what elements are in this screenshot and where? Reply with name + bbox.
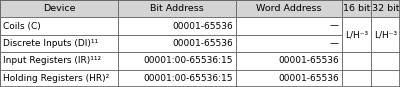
Bar — [371, 17, 400, 52]
Text: —: — — [330, 39, 339, 48]
Bar — [236, 17, 342, 35]
Bar — [371, 70, 400, 87]
Bar — [236, 70, 342, 87]
Text: —: — — [330, 22, 339, 31]
Text: Discrete Inputs (DI)¹¹: Discrete Inputs (DI)¹¹ — [3, 39, 98, 48]
Bar — [0, 17, 118, 35]
Bar — [0, 70, 118, 87]
Text: 32 bit: 32 bit — [372, 4, 399, 13]
Text: 00001:00-65536:15: 00001:00-65536:15 — [143, 74, 233, 83]
Text: Word Address: Word Address — [256, 4, 322, 13]
Bar — [342, 0, 371, 17]
Bar — [0, 0, 118, 17]
Bar — [371, 52, 400, 70]
Text: 00001-65536: 00001-65536 — [278, 74, 339, 83]
Bar — [0, 52, 118, 70]
Text: Bit Address: Bit Address — [150, 4, 204, 13]
Bar — [236, 52, 342, 70]
Bar — [342, 52, 371, 70]
Text: 00001-65536: 00001-65536 — [278, 56, 339, 65]
Text: L/H⁻³: L/H⁻³ — [345, 30, 368, 39]
Bar — [118, 70, 236, 87]
Bar — [118, 52, 236, 70]
Bar — [0, 35, 118, 52]
Text: 00001-65536: 00001-65536 — [172, 22, 233, 31]
Text: Holding Registers (HR)²: Holding Registers (HR)² — [3, 74, 110, 83]
Bar — [371, 0, 400, 17]
Bar — [342, 17, 371, 52]
Bar — [118, 0, 236, 17]
Text: L/H⁻³: L/H⁻³ — [374, 30, 397, 39]
Text: Coils (C): Coils (C) — [3, 22, 41, 31]
Text: 00001-65536: 00001-65536 — [172, 39, 233, 48]
Text: Device: Device — [43, 4, 75, 13]
Text: 00001:00-65536:15: 00001:00-65536:15 — [143, 56, 233, 65]
Bar — [236, 0, 342, 17]
Text: 16 bit: 16 bit — [343, 4, 370, 13]
Text: Input Registers (IR)¹¹²: Input Registers (IR)¹¹² — [3, 56, 101, 65]
Bar — [342, 70, 371, 87]
Bar — [118, 35, 236, 52]
Bar — [236, 35, 342, 52]
Bar — [118, 17, 236, 35]
